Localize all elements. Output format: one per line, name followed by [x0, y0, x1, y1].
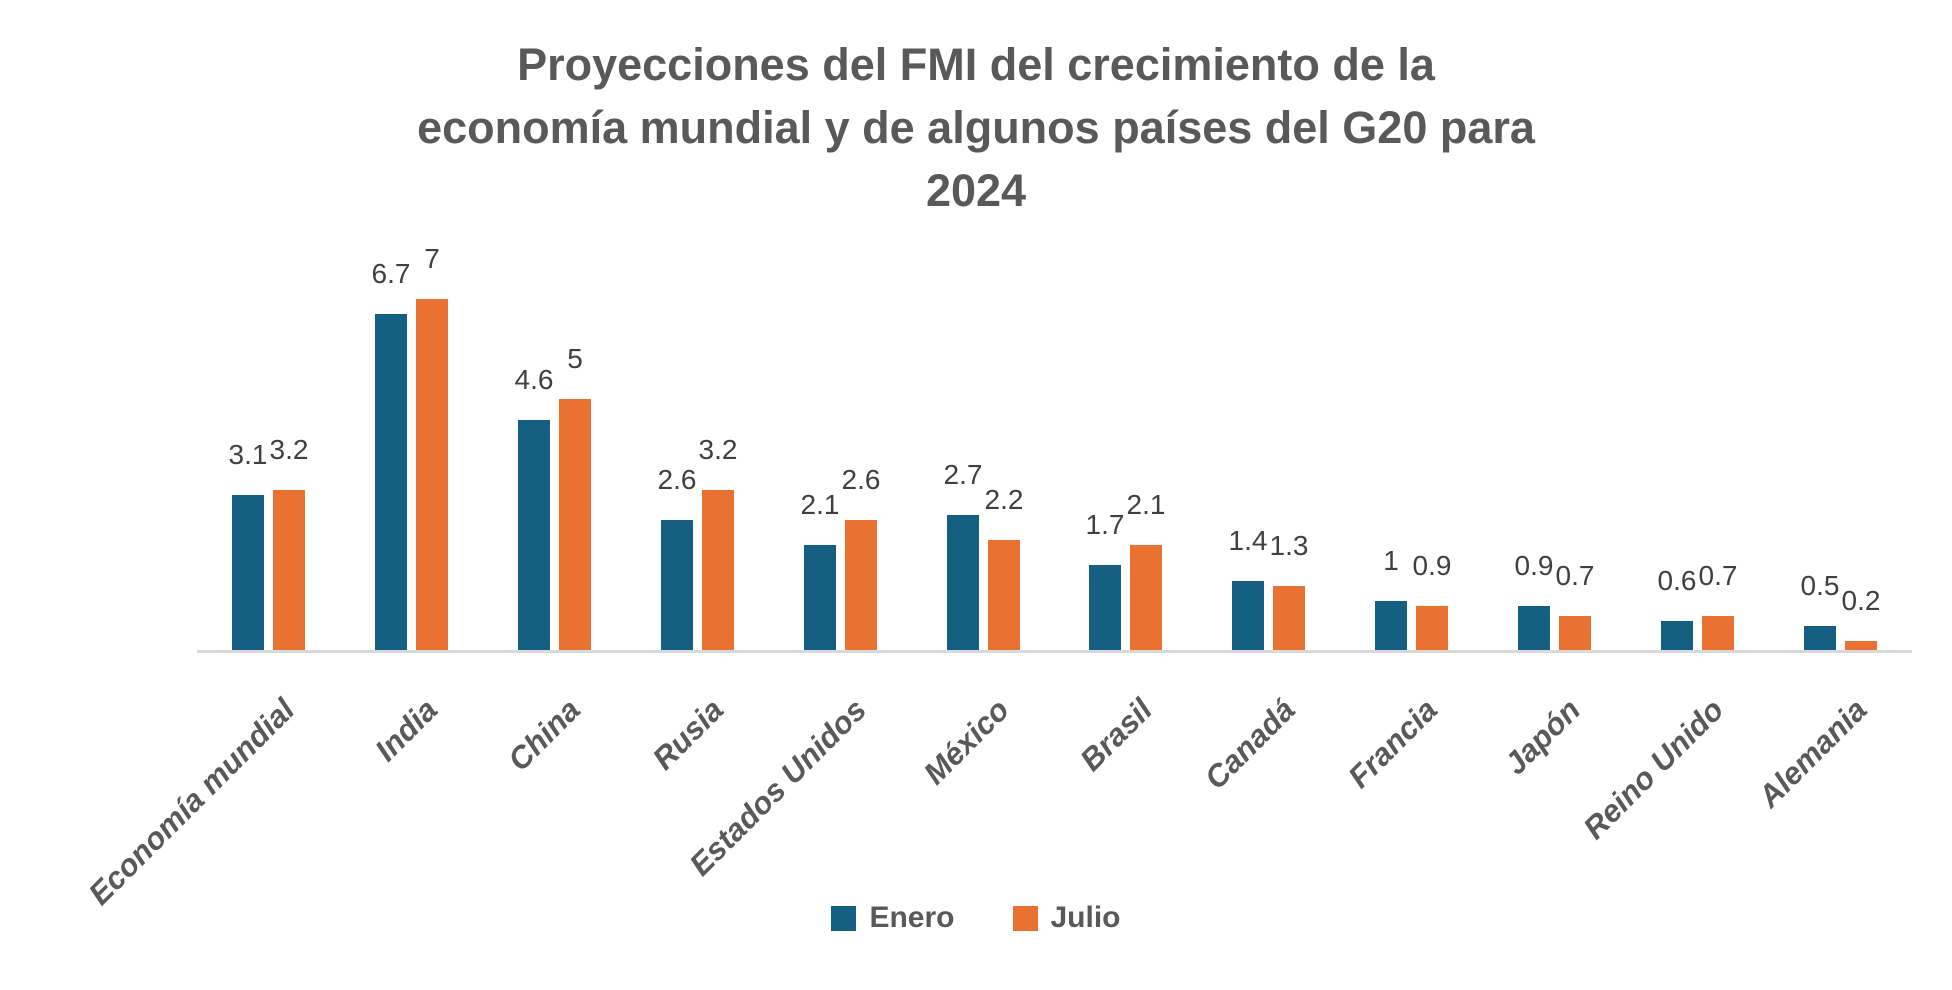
- value-label-julio-japon: 0.7: [1555, 560, 1595, 591]
- category-label-reino-unido: Reino Unido: [1576, 692, 1731, 846]
- value-label-julio-alemania: 0.2: [1841, 585, 1881, 616]
- category-label-alemania: Alemania: [1750, 692, 1874, 815]
- value-label-enero-mexico: 2.7: [943, 459, 983, 490]
- value-label-julio-reino-unido: 0.7: [1698, 560, 1738, 591]
- category-label-japon: Japón: [1497, 692, 1588, 782]
- category-label-francia: Francia: [1341, 692, 1445, 795]
- bar-enero-mexico: [947, 515, 979, 651]
- bar-enero-china: [518, 420, 550, 651]
- value-label-enero-economia-mundial: 3.1: [228, 439, 268, 470]
- value-label-enero-canada: 1.4: [1228, 525, 1268, 556]
- legend-label-julio: Julio: [1050, 901, 1121, 934]
- chart-title-line-2: economía mundial y de algunos países del…: [417, 102, 1535, 153]
- bar-julio-reino-unido: [1702, 616, 1734, 651]
- bar-enero-brasil: [1089, 565, 1121, 651]
- category-label-brasil: Brasil: [1072, 692, 1159, 778]
- value-label-julio-francia: 0.9: [1412, 550, 1452, 581]
- bar-julio-brasil: [1130, 545, 1162, 651]
- category-label-canada: Canadá: [1197, 692, 1302, 796]
- bar-julio-economia-mundial: [273, 490, 305, 651]
- value-label-julio-india: 7: [424, 243, 440, 274]
- value-label-enero-francia: 1: [1383, 545, 1399, 576]
- value-label-enero-china: 4.6: [514, 364, 554, 395]
- bar-julio-francia: [1416, 606, 1448, 651]
- value-label-enero-reino-unido: 0.6: [1657, 565, 1697, 596]
- bar-enero-canada: [1232, 581, 1264, 651]
- bar-enero-alemania: [1804, 626, 1836, 651]
- value-label-julio-rusia: 3.2: [698, 434, 738, 465]
- legend-item-enero: Enero: [831, 901, 955, 934]
- bar-enero-economia-mundial: [232, 495, 264, 651]
- value-label-julio-brasil: 2.1: [1126, 489, 1166, 520]
- value-label-enero-rusia: 2.6: [657, 464, 697, 495]
- category-label-india: India: [368, 692, 445, 768]
- chart-title-line-3: 2024: [925, 165, 1027, 216]
- bar-enero-india: [375, 314, 407, 651]
- bar-julio-india: [416, 299, 448, 651]
- legend-swatch-julio: [1012, 905, 1038, 931]
- legend-swatch-enero: [831, 905, 857, 931]
- x-axis-line: [197, 650, 1912, 653]
- value-label-enero-india: 6.7: [371, 258, 411, 289]
- value-label-julio-economia-mundial: 3.2: [269, 434, 309, 465]
- value-label-enero-alemania: 0.5: [1800, 570, 1840, 601]
- bar-julio-japon: [1559, 616, 1591, 651]
- bar-enero-rusia: [661, 520, 693, 651]
- value-label-julio-mexico: 2.2: [984, 484, 1024, 515]
- bar-julio-rusia: [702, 490, 734, 651]
- legend: Enero Julio: [0, 903, 1952, 933]
- value-label-julio-estados-unidos: 2.6: [841, 464, 881, 495]
- category-label-mexico: México: [916, 692, 1016, 792]
- value-label-enero-japon: 0.9: [1514, 550, 1554, 581]
- legend-item-julio: Julio: [1012, 901, 1121, 934]
- value-label-julio-china: 5: [567, 343, 583, 374]
- bar-enero-francia: [1375, 601, 1407, 651]
- chart-title-line-1: Proyecciones del FMI del crecimiento de …: [517, 39, 1435, 90]
- bar-enero-japon: [1518, 606, 1550, 651]
- bar-julio-mexico: [988, 540, 1020, 651]
- bar-julio-estados-unidos: [845, 520, 877, 651]
- bar-enero-reino-unido: [1661, 621, 1693, 651]
- legend-label-enero: Enero: [869, 901, 955, 934]
- bar-julio-alemania: [1845, 641, 1877, 651]
- category-label-rusia: Rusia: [645, 692, 730, 777]
- value-label-julio-canada: 1.3: [1269, 530, 1309, 561]
- bar-julio-canada: [1273, 586, 1305, 651]
- category-label-china: China: [501, 692, 587, 778]
- bar-julio-china: [559, 399, 591, 651]
- category-label-economia-mundial: Economía mundial: [81, 692, 302, 912]
- value-label-enero-brasil: 1.7: [1085, 509, 1125, 540]
- value-label-enero-estados-unidos: 2.1: [800, 489, 840, 520]
- bar-enero-estados-unidos: [804, 545, 836, 651]
